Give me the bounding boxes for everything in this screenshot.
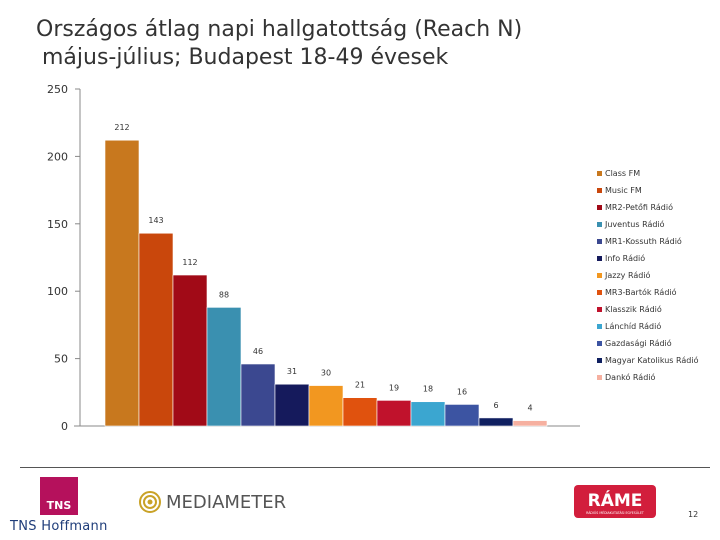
tns-logo: TNS [40,477,78,515]
y-tick-label: 250 [47,83,68,96]
data-label: 6 [493,401,498,410]
bar [512,420,548,427]
legend-item: MR2-Petőfi Rádió [597,199,720,216]
tns-hoffmann-label: TNS Hoffmann [10,519,108,534]
legend-label: Gazdasági Rádió [605,339,672,348]
bar [342,397,378,427]
legend-swatch [597,358,602,363]
legend-item: MR1-Kossuth Rádió [597,233,720,250]
legend-label: Info Rádió [605,254,646,263]
legend-swatch [597,171,602,176]
mediameter-logo-icon [139,491,161,513]
legend-label: Music FM [605,186,642,195]
data-label: 112 [182,258,197,267]
data-label: 21 [355,381,365,390]
legend-swatch [597,256,602,261]
legend-item: Magyar Katolikus Rádió [597,352,720,369]
legend-item: Class FM [597,165,720,182]
y-tick-label: 100 [47,285,68,298]
legend-item: Music FM [597,182,720,199]
mediameter-text: MEDIAMETER [166,491,287,513]
legend-swatch [597,273,602,278]
footer-divider [20,467,710,468]
legend-item: Info Rádió [597,250,720,267]
legend-swatch [597,188,602,193]
legend-item: Lánchíd Rádió [597,318,720,335]
data-label: 18 [423,385,433,394]
legend-label: Klasszik Rádió [605,305,662,314]
bar [410,401,446,427]
legend-item: MR3-Bartók Rádió [597,284,720,301]
data-label: 46 [253,347,263,356]
data-label: 212 [114,123,129,132]
bar [478,417,514,427]
rame-text: RÁME [588,489,643,511]
legend-item: Gazdasági Rádió [597,335,720,352]
legend-label: Dankó Rádió [605,373,656,382]
legend-swatch [597,205,602,210]
data-label: 30 [321,369,331,378]
data-label: 31 [287,367,297,376]
rame-subtitle: RÁDIÓS MÉDIAKUTATÁSI EGYESÜLET [586,510,644,515]
bar [274,383,310,427]
bar [240,363,276,427]
data-label: 4 [527,404,532,413]
legend-swatch [597,324,602,329]
data-label: 143 [148,216,163,225]
legend-swatch [597,375,602,380]
y-tick-label: 50 [54,353,68,366]
data-label: 19 [389,383,399,392]
rame-logo-icon: RÁME RÁDIÓS MÉDIAKUTATÁSI EGYESÜLET [574,485,656,518]
data-label: 88 [219,290,229,299]
legend-swatch [597,341,602,346]
legend-item: Klasszik Rádió [597,301,720,318]
legend-swatch [597,290,602,295]
legend-label: Lánchíd Rádió [605,322,662,331]
bar [138,232,174,427]
legend-label: MR2-Petőfi Rádió [605,203,673,212]
chart-legend: Class FM Music FM MR2-Petőfi Rádió Juventus… [597,165,720,386]
legend-swatch [597,222,602,227]
title-line-1: Országos átlag napi hallgatottság (Reach… [36,17,523,42]
bar [104,139,140,427]
bar [376,400,412,427]
legend-swatch [597,307,602,312]
y-tick-label: 0 [61,420,68,433]
legend-item: Jazzy Rádió [597,267,720,284]
legend-item: Juventus Rádió [597,216,720,233]
legend-label: MR3-Bartók Rádió [605,288,677,297]
legend-label: Juventus Rádió [605,220,665,229]
legend-label: Jazzy Rádió [605,271,651,280]
bar [444,404,480,427]
data-label: 16 [457,387,467,396]
legend-item: Dankó Rádió [597,369,720,386]
mediameter-logo: MEDIAMETER [138,490,286,514]
legend-label: Class FM [605,169,641,178]
y-tick-label: 200 [47,150,68,163]
chart-title: Országos átlag napi hallgatottság (Reach… [36,16,676,72]
y-tick-label: 150 [47,218,68,231]
page-number: 12 [688,510,699,519]
legend-swatch [597,239,602,244]
bar [172,274,208,427]
legend-label: MR1-Kossuth Rádió [605,237,682,246]
legend-label: Magyar Katolikus Rádió [605,356,699,365]
title-line-2: május-július; Budapest 18-49 évesek [42,45,449,70]
bar [308,385,344,427]
bar [206,307,242,427]
